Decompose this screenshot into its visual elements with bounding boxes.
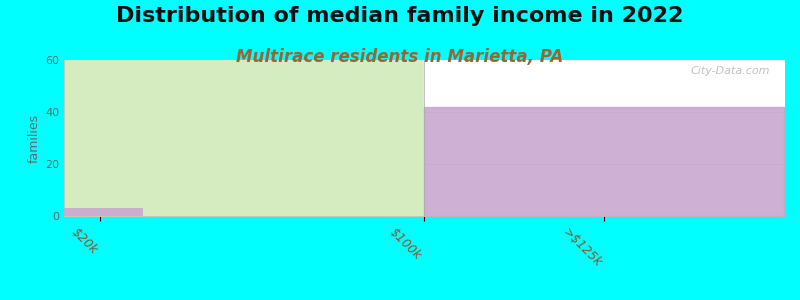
Text: Distribution of median family income in 2022: Distribution of median family income in … <box>116 6 684 26</box>
Y-axis label: families: families <box>28 113 41 163</box>
Text: Multirace residents in Marietta, PA: Multirace residents in Marietta, PA <box>236 48 564 66</box>
Bar <box>57 208 143 216</box>
Text: City-Data.com: City-Data.com <box>690 66 770 76</box>
